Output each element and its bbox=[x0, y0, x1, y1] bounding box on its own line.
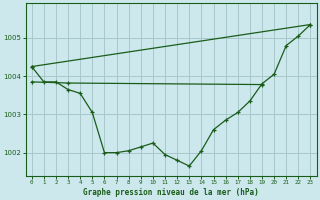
X-axis label: Graphe pression niveau de la mer (hPa): Graphe pression niveau de la mer (hPa) bbox=[83, 188, 259, 197]
